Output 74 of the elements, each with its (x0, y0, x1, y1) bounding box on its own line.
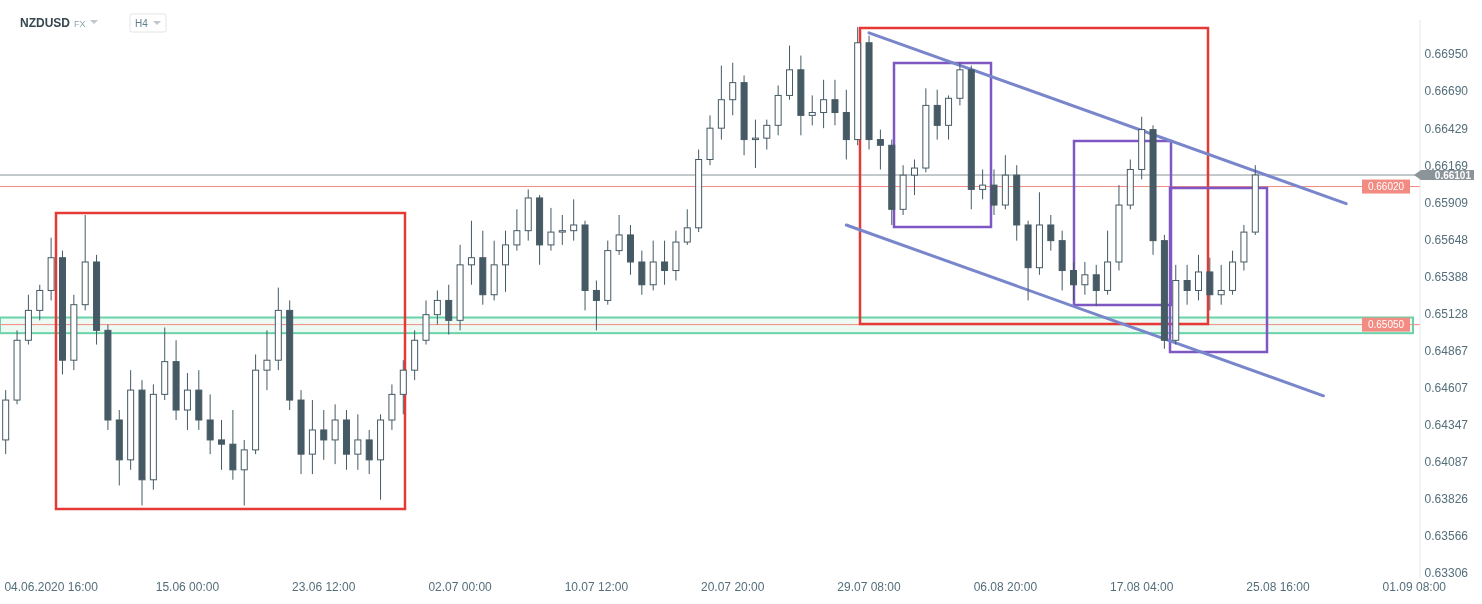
candlestick (592, 279, 600, 331)
annotation: H4 (135, 18, 149, 29)
y-tick-label: 0.64867 (1424, 343, 1469, 358)
x-tick-label: 20.07 20:00 (701, 580, 765, 594)
y-tick-label: 0.66950 (1424, 47, 1469, 62)
y-tick-label: 0.64087 (1424, 454, 1469, 469)
candlestick (820, 79, 828, 129)
x-tick-label: 17.08 04:00 (1109, 580, 1174, 594)
y-tick-label: 0.66690 (1424, 84, 1469, 99)
x-tick-label: 15.06 00:00 (155, 580, 220, 594)
candlestick (729, 62, 737, 116)
x-tick-label: 25.08 16:00 (1246, 580, 1311, 594)
candlestick (979, 168, 987, 200)
y-tick-label: 0.63566 (1424, 529, 1469, 544)
y-tick-label: 0.65128 (1424, 306, 1469, 321)
candlestick (751, 119, 759, 169)
candlestick (1081, 261, 1089, 296)
candlestick (763, 119, 771, 151)
x-tick-label: 10.07 12:00 (564, 580, 629, 594)
y-tick-label: 0.66429 (1424, 121, 1469, 136)
y-tick-label: 0.64347 (1424, 417, 1469, 432)
candlestick (808, 94, 816, 126)
ref-line-label: 0.65050 (1367, 319, 1405, 331)
x-tick-label: 01.09 08:00 (1382, 580, 1447, 594)
candlestick (263, 329, 271, 391)
candlestick (183, 372, 191, 431)
chart-title: NZDUSD (20, 16, 71, 30)
candlestick (1070, 261, 1078, 301)
y-tick-label: 0.63826 (1424, 492, 1469, 507)
y-tick-label: 0.64607 (1424, 380, 1469, 395)
x-tick-label: 23.06 12:00 (292, 580, 356, 594)
candlestick (206, 393, 214, 455)
candlestick (433, 289, 441, 326)
x-tick-label: 04.06.2020 16:00 (4, 580, 99, 594)
candlestick (615, 214, 623, 256)
candlestick (1183, 264, 1191, 306)
candlestick (933, 89, 941, 141)
candlestick (331, 403, 339, 465)
candlestick (831, 79, 839, 126)
y-tick-label: 0.65388 (1424, 269, 1469, 284)
candlestick (910, 159, 918, 196)
candlestick (990, 168, 998, 216)
candlestick (320, 409, 328, 461)
ref-line-label: 0.66101 (1434, 169, 1472, 181)
candlestick (1092, 264, 1100, 307)
x-tick-label: 02.07 00:00 (428, 580, 493, 594)
candlestick (467, 220, 475, 286)
candlestick (1206, 257, 1214, 311)
candlestick (638, 250, 646, 296)
candlestick (354, 413, 362, 471)
candlestick (558, 214, 566, 246)
candlestick (547, 207, 555, 252)
candlestick (1194, 254, 1202, 301)
candlestick (513, 208, 521, 252)
ref-line-label: 0.66020 (1367, 181, 1405, 193)
y-tick-label: 0.65648 (1424, 232, 1469, 247)
x-tick-label: 06.08 20:00 (973, 580, 1038, 594)
candlestick (502, 230, 510, 293)
x-tick-label: 29.07 08:00 (837, 580, 902, 594)
candlestick (1047, 214, 1055, 252)
candlestick (1217, 264, 1225, 306)
candlestick (661, 240, 669, 286)
candlestick (218, 419, 226, 471)
y-tick-label: 0.63306 (1424, 566, 1469, 581)
candlestick (876, 129, 884, 170)
candlestick (36, 284, 44, 321)
candlestick (683, 208, 691, 246)
candlestick (445, 284, 453, 336)
candlestick (570, 198, 578, 242)
candlestick (365, 429, 373, 475)
candlestick (240, 439, 248, 506)
candlestick (649, 240, 657, 291)
y-tick-label: 0.65909 (1424, 195, 1469, 210)
chart-subtitle: FX (74, 19, 86, 29)
